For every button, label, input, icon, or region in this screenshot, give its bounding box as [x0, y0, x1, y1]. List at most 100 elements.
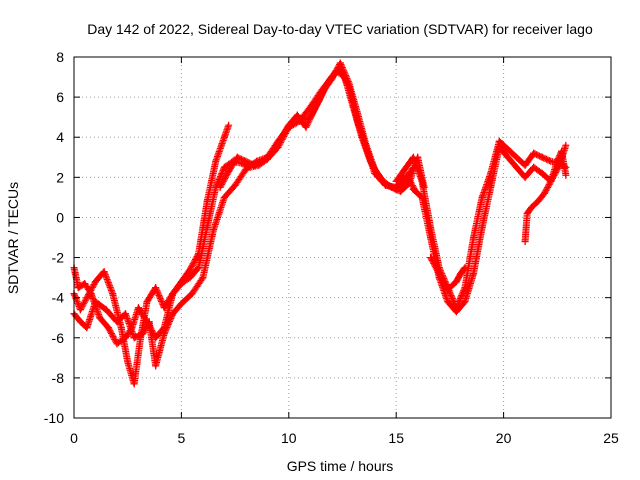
- y-tick-label: 0: [56, 209, 64, 225]
- data-marks: [70, 59, 570, 388]
- data-point: [470, 270, 478, 278]
- data-point: [302, 123, 310, 131]
- data-point: [392, 177, 400, 185]
- data-point: [220, 193, 228, 201]
- data-point: [528, 203, 536, 211]
- data-point: [152, 362, 160, 370]
- data-point: [354, 109, 362, 117]
- data-point: [199, 274, 207, 282]
- data-point: [521, 161, 529, 169]
- y-axis: -10 -8 -6 -4 -2 0 2 4 6 8: [44, 49, 611, 426]
- data-point: [76, 306, 84, 314]
- y-tick-label: 6: [56, 89, 64, 105]
- data-point: [478, 193, 486, 201]
- data-point: [220, 133, 228, 141]
- data-point: [409, 185, 417, 193]
- data-point: [336, 59, 344, 67]
- data-point: [547, 157, 555, 165]
- chart-title: Day 142 of 2022, Sidereal Day-to-day VTE…: [87, 21, 593, 37]
- data-point: [504, 145, 512, 153]
- data-point: [233, 153, 241, 161]
- data-point: [195, 264, 203, 272]
- y-tick-label: -6: [52, 330, 65, 346]
- data-point: [250, 161, 258, 169]
- data-point: [562, 171, 570, 179]
- y-tick-label: 8: [56, 49, 64, 65]
- data-point: [534, 197, 542, 205]
- data-point: [553, 157, 561, 165]
- data-point: [444, 298, 452, 306]
- data-point: [538, 153, 546, 161]
- y-tick-label: 4: [56, 129, 64, 145]
- data-point: [452, 308, 460, 316]
- grid: [74, 57, 611, 418]
- x-tick-label: 5: [178, 430, 186, 446]
- data-point: [495, 137, 503, 145]
- data-point: [276, 135, 284, 143]
- data-point: [122, 310, 130, 318]
- data-point: [96, 314, 104, 322]
- data-point: [113, 340, 121, 348]
- data-point: [83, 324, 91, 332]
- data-point: [345, 79, 353, 87]
- x-tick-label: 25: [603, 430, 619, 446]
- data-point: [152, 284, 160, 292]
- plot-frame: [73, 56, 612, 419]
- data-point: [418, 177, 426, 185]
- data-point: [160, 304, 168, 312]
- y-tick-label: -8: [52, 370, 65, 386]
- data-point: [130, 334, 138, 342]
- data-point: [186, 266, 194, 274]
- data-point: [418, 193, 426, 201]
- data-point: [311, 105, 319, 113]
- data-point: [76, 318, 84, 326]
- data-point: [461, 264, 469, 272]
- data-point: [104, 324, 112, 332]
- data-point: [130, 380, 138, 388]
- data-point: [169, 290, 177, 298]
- data-point: [212, 157, 220, 165]
- data-point: [487, 183, 495, 191]
- data-point: [195, 250, 203, 258]
- data-point: [124, 358, 132, 366]
- data-point: [225, 121, 233, 129]
- data-point: [540, 189, 548, 197]
- data-point: [74, 284, 82, 292]
- data-point: [188, 290, 196, 298]
- x-tick-label: 20: [496, 430, 512, 446]
- data-point: [128, 324, 136, 332]
- data-point: [259, 157, 267, 165]
- y-tick-label: -10: [44, 410, 64, 426]
- data-point: [143, 298, 151, 306]
- x-tick-label: 0: [70, 430, 78, 446]
- data-point: [225, 167, 233, 175]
- data-point: [409, 153, 417, 161]
- data-point: [521, 238, 529, 246]
- data-point: [134, 304, 142, 312]
- data-point: [160, 324, 168, 332]
- data-point: [457, 270, 465, 278]
- data-point: [401, 165, 409, 173]
- x-axis-label: GPS time / hours: [287, 458, 394, 474]
- data-point: [91, 278, 99, 286]
- data-point: [530, 149, 538, 157]
- data-point: [396, 187, 404, 195]
- data-point: [512, 163, 520, 171]
- data-point: [177, 278, 185, 286]
- data-point: [538, 169, 546, 177]
- data-point: [220, 163, 228, 171]
- data-point: [461, 284, 469, 292]
- data-point: [444, 286, 452, 294]
- data-point: [137, 334, 145, 342]
- data-point: [521, 173, 529, 181]
- data-point: [435, 270, 443, 278]
- data-point: [523, 209, 531, 217]
- data-point: [216, 183, 224, 191]
- data-point: [452, 278, 460, 286]
- data-point: [562, 141, 570, 149]
- data-point: [102, 306, 110, 314]
- data-point: [427, 234, 435, 241]
- data-point: [504, 153, 512, 161]
